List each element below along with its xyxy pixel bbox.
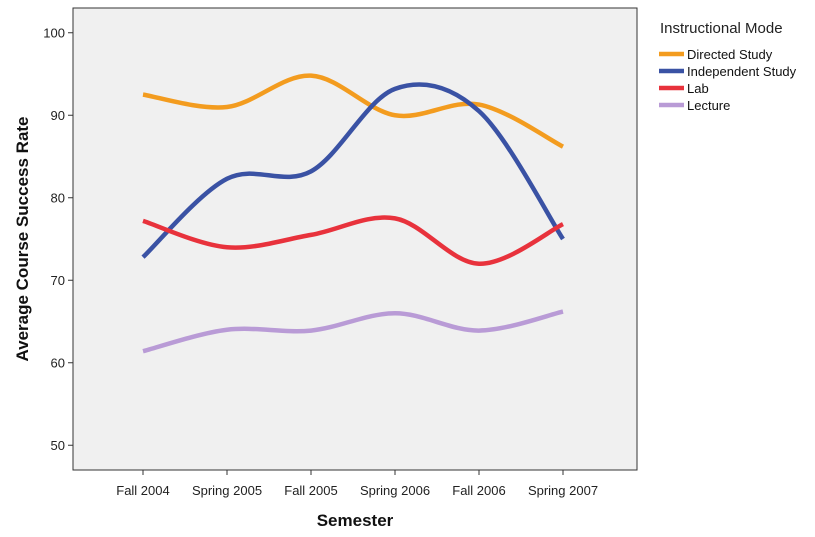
series-line-lab xyxy=(142,215,565,267)
x-tick-label: Spring 2007 xyxy=(528,483,598,498)
legend-title: Instructional Mode xyxy=(660,20,783,37)
series-lines xyxy=(141,73,565,354)
x-tick-label: Fall 2005 xyxy=(284,483,337,498)
y-tick-label: 80 xyxy=(51,190,65,205)
legend-label-directed-study: Directed Study xyxy=(687,47,773,62)
x-tick-label: Fall 2004 xyxy=(116,483,169,498)
legend-label-independent-study: Independent Study xyxy=(687,64,797,79)
series-line-independent-study xyxy=(141,82,565,259)
x-axis-title: Semester xyxy=(317,511,394,530)
x-axis: Fall 2004 Spring 2005 Fall 2005 Spring 2006… xyxy=(116,470,598,498)
y-tick-label: 60 xyxy=(51,355,65,370)
y-axis: 50 60 70 80 90 100 xyxy=(43,25,73,453)
y-axis-title: Average Course Success Rate xyxy=(13,116,32,361)
y-tick-label: 100 xyxy=(43,25,65,40)
legend: Directed Study Independent Study Lab Lectur… xyxy=(659,47,797,113)
series-line-lecture xyxy=(142,309,564,354)
legend-label-lab: Lab xyxy=(687,81,709,96)
x-tick-label: Spring 2005 xyxy=(192,483,262,498)
x-tick-label: Fall 2006 xyxy=(452,483,505,498)
series-line-directed-study xyxy=(142,73,565,149)
y-tick-label: 70 xyxy=(51,273,65,288)
x-tick-label: Spring 2006 xyxy=(360,483,430,498)
legend-label-lecture: Lecture xyxy=(687,98,730,113)
y-tick-label: 50 xyxy=(51,438,65,453)
y-tick-label: 90 xyxy=(51,108,65,123)
